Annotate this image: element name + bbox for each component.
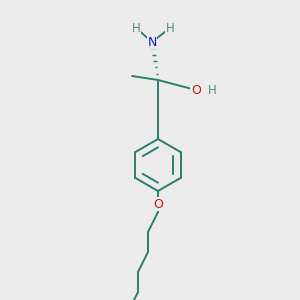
- Text: O: O: [191, 83, 201, 97]
- Text: N: N: [147, 35, 157, 49]
- Text: H: H: [132, 22, 140, 34]
- Text: H: H: [166, 22, 174, 34]
- Text: O: O: [153, 197, 163, 211]
- Text: H: H: [208, 83, 216, 97]
